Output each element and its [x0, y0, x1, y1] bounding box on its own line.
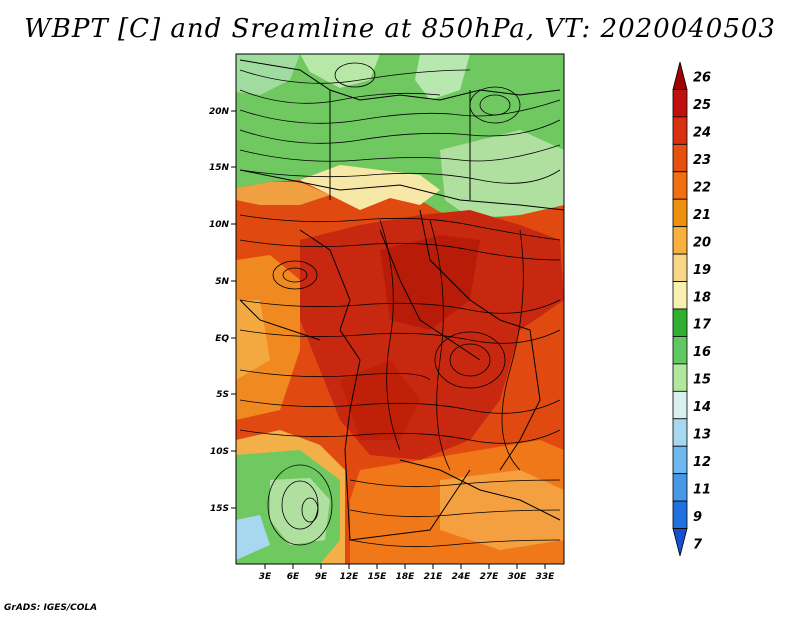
colorbar-segments	[672, 61, 688, 557]
lat-label: 10N	[209, 220, 230, 230]
colorbar-label: 25	[693, 98, 711, 113]
colorbar-label: 21	[693, 208, 711, 223]
lon-label: 30E	[508, 572, 528, 582]
lon-label: 18E	[396, 572, 416, 582]
colorbar-segment	[672, 253, 688, 282]
colorbar-label: 26	[693, 71, 711, 86]
colorbar-segment	[672, 363, 688, 392]
colorbar-segment	[672, 308, 688, 337]
colorbar-segment	[672, 336, 688, 365]
lon-label: 9E	[315, 572, 328, 582]
colorbar-label: 22	[693, 181, 711, 196]
colorbar-label: 24	[693, 126, 711, 141]
colorbar-label: 17	[693, 318, 712, 333]
grads-credit: GrADS: IGES/COLA	[4, 603, 98, 613]
colorbar-label: 19	[693, 263, 711, 278]
colorbar-segment	[672, 445, 688, 475]
colorbar-label: 14	[693, 400, 711, 415]
colorbar-segment	[672, 116, 688, 145]
colorbar-segment	[672, 390, 688, 420]
lon-label: 12E	[340, 572, 360, 582]
colorbar-label: 11	[693, 482, 711, 497]
colorbar-label: 20	[693, 235, 711, 250]
colorbar-segment	[672, 171, 688, 200]
colorbar-segment	[672, 143, 688, 173]
streamlines	[239, 62, 561, 548]
chart-title: WBPT [C] and Sreamline at 850hPa, VT: 20…	[24, 14, 776, 44]
lon-label: 33E	[536, 572, 556, 582]
colorbar-label: 16	[693, 345, 711, 360]
colorbar-label: 7	[693, 537, 703, 552]
colorbar-label: 12	[693, 455, 711, 470]
colorbar-label: 18	[693, 290, 711, 305]
lat-label: EQ	[215, 334, 229, 344]
colorbar-label: 15	[693, 373, 711, 388]
colorbar-label: 13	[693, 428, 711, 443]
lat-label: 5S	[216, 390, 229, 400]
colorbar-segment	[672, 528, 688, 557]
lat-label: 10S	[210, 447, 229, 457]
lon-label: 24E	[452, 572, 472, 582]
lon-label: 15E	[368, 572, 388, 582]
lat-label: 20N	[209, 107, 230, 117]
colorbar-segment	[672, 418, 688, 447]
lat-label: 15N	[209, 163, 230, 173]
colorbar-labels: 26 25 24 23 22 21 20 19 18 17 16 15 14 13 12 11 9 7	[693, 71, 712, 553]
country-borders	[239, 59, 564, 541]
colorbar-segment	[672, 473, 688, 502]
colorbar-segment	[672, 226, 688, 255]
lon-label: 21E	[424, 572, 444, 582]
colorbar-segment	[672, 61, 688, 90]
lat-label: 15S	[210, 504, 229, 514]
lon-label: 27E	[480, 572, 500, 582]
lon-axis: 3E 6E 9E 12E 15E 18E 21E 24E 27E 30E 33E	[259, 572, 555, 582]
lat-axis: 20N 15N 10N 5N EQ 5S 10S 15S	[209, 107, 230, 514]
wbpt-field	[236, 54, 564, 564]
colorbar-segment	[672, 281, 688, 310]
colorbar-segment	[672, 500, 688, 529]
colorbar-label: 9	[693, 510, 702, 525]
colorbar-segment	[672, 198, 688, 228]
lon-label: 6E	[287, 572, 300, 582]
lon-label: 3E	[259, 572, 272, 582]
lat-label: 5N	[215, 277, 229, 287]
colorbar-segment	[672, 89, 688, 118]
colorbar-label: 23	[693, 153, 711, 168]
